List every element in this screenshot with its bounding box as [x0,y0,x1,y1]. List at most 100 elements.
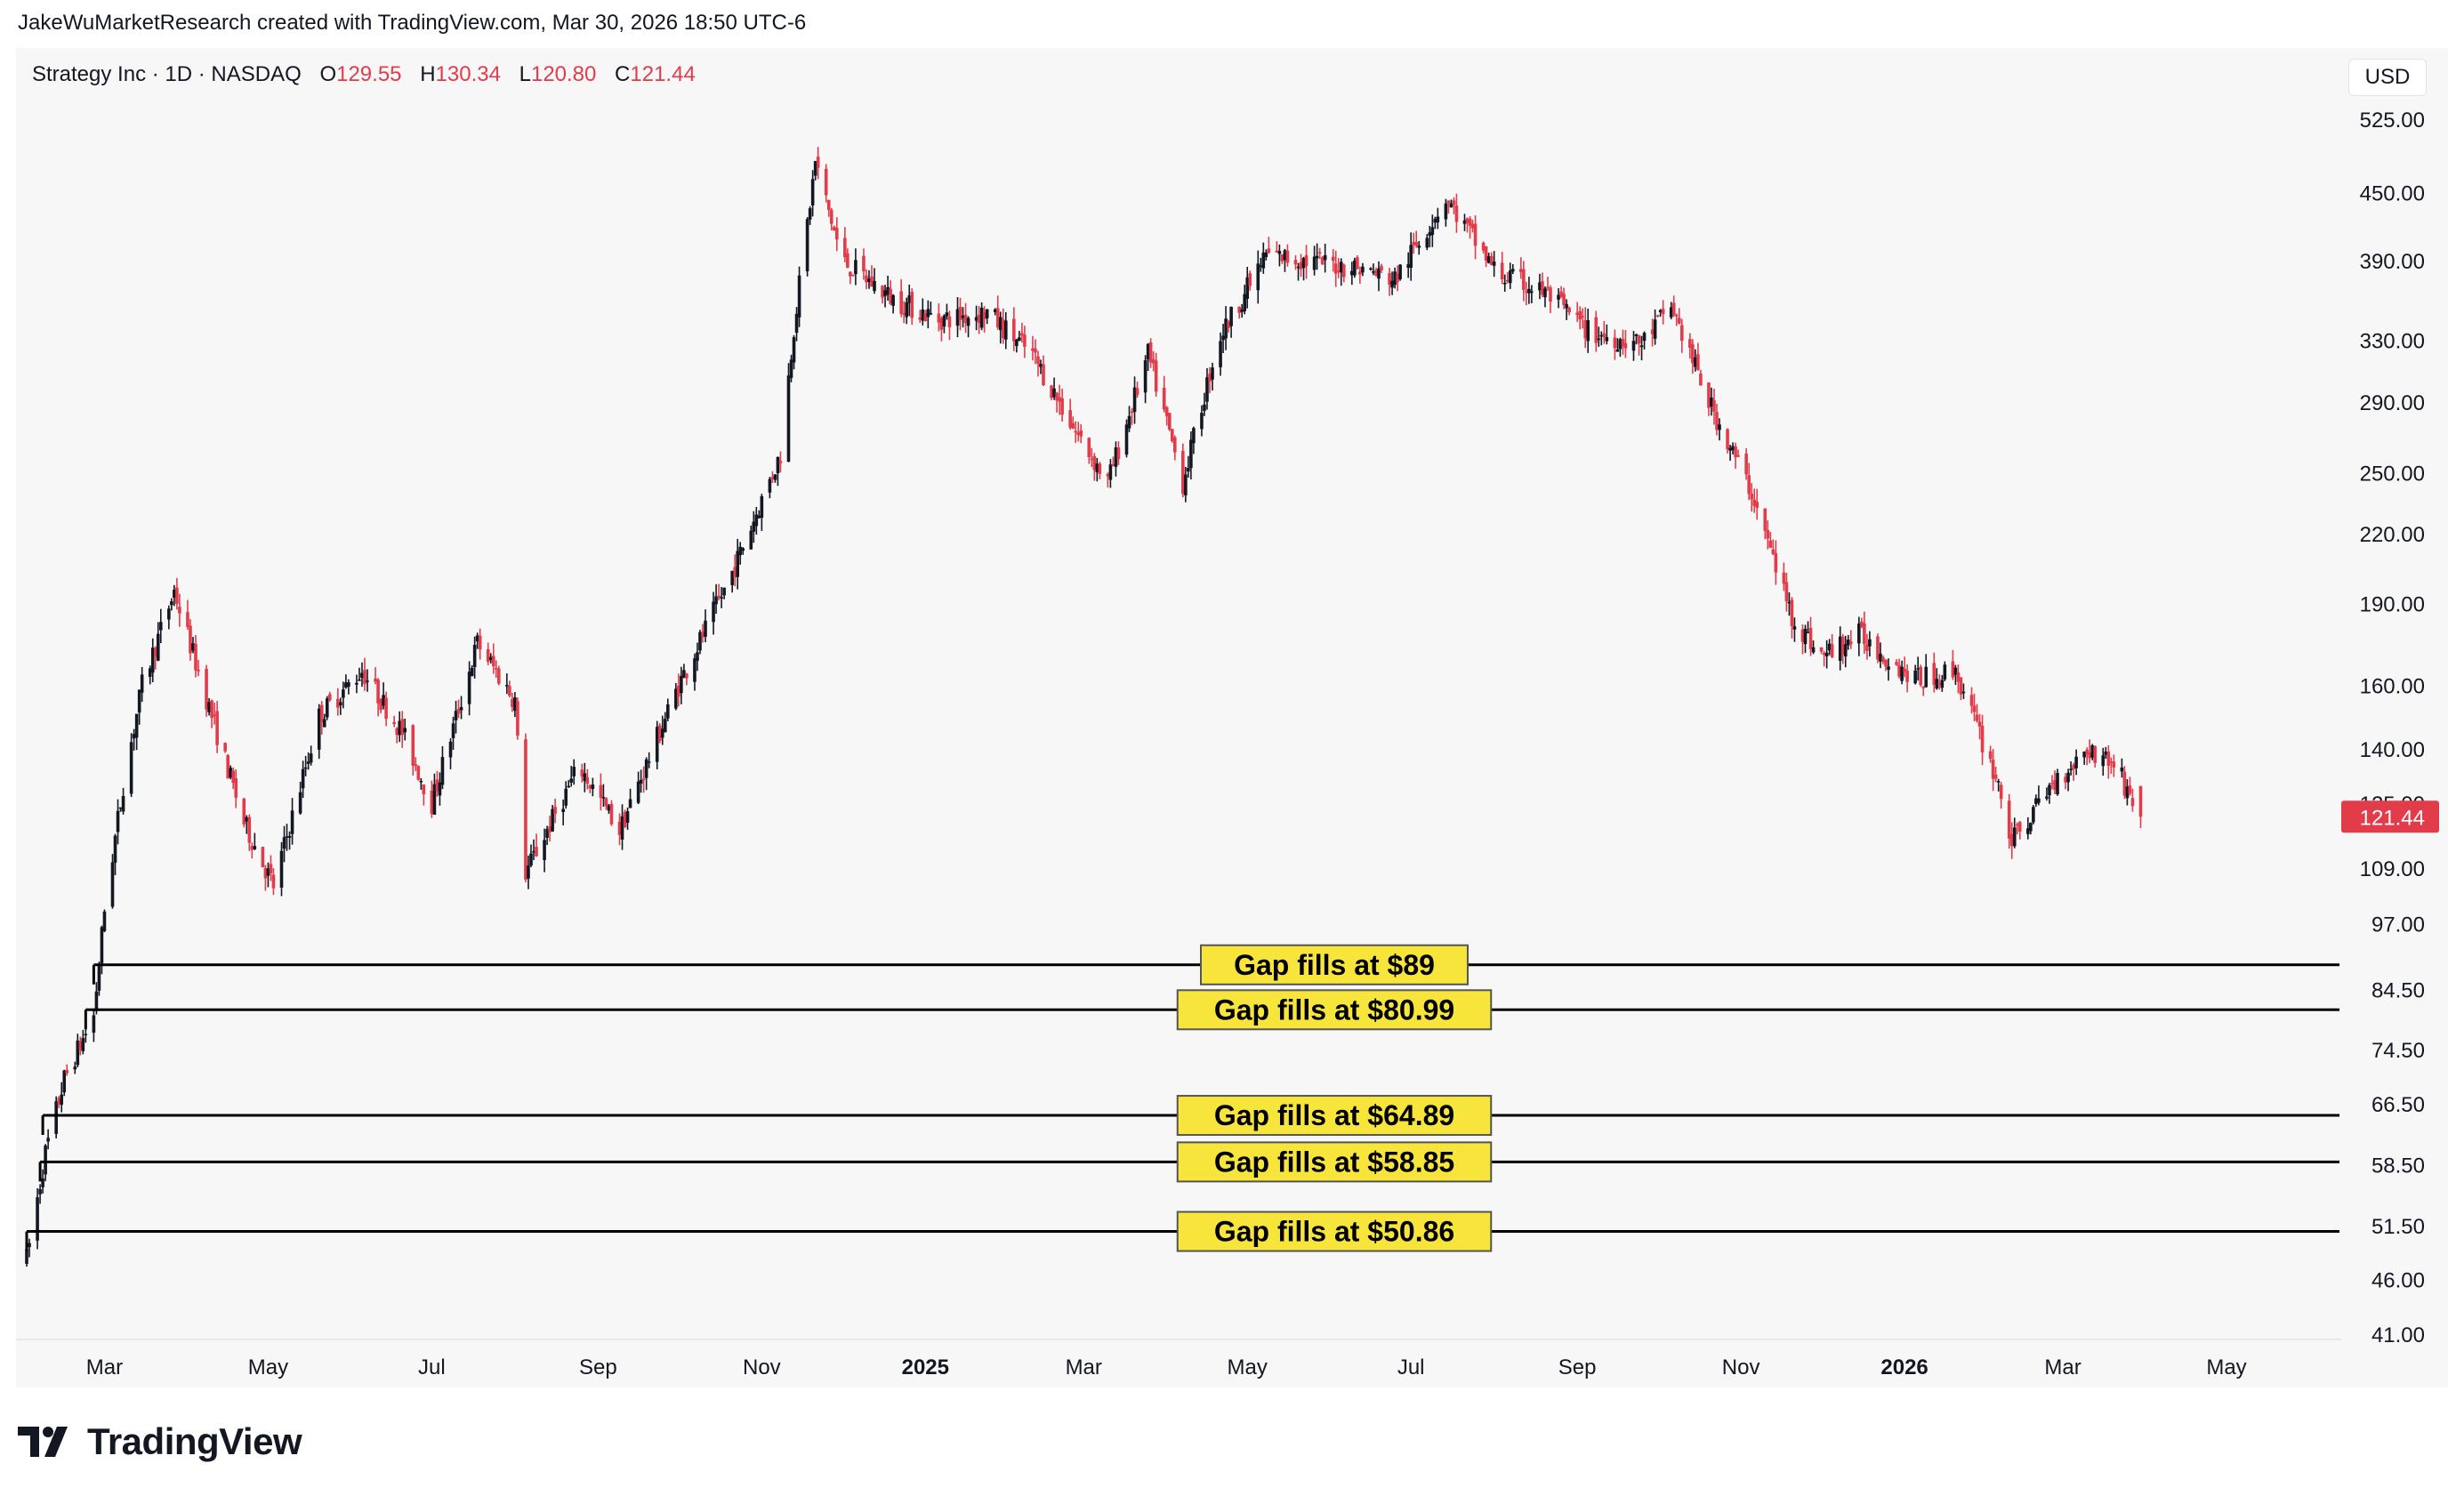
candle-body [620,816,624,840]
candle-body [1541,281,1544,295]
candle [301,760,305,799]
candle [1377,261,1381,292]
candle [1860,617,1864,629]
candle [1087,437,1091,464]
candle-body [1669,307,1673,318]
candle [604,797,608,810]
candle [2017,821,2022,840]
y-tick-label: 58.50 [2371,1154,2425,1178]
candle [1336,258,1341,278]
candle [60,1082,64,1113]
candle [2053,770,2057,794]
candle [870,265,874,287]
candle-body [824,168,828,196]
candle-body [1369,268,1373,270]
candle-body [1114,447,1118,467]
candle-body [2088,752,2091,759]
close-value: 121.44 [630,62,696,86]
candle-body [1887,666,1890,671]
candle-body [778,461,783,463]
candle-body [1913,670,1917,684]
candle-body [1465,218,1470,223]
candle [327,691,332,702]
candle [76,1034,80,1067]
candle-body [1696,354,1700,370]
candle [907,284,912,317]
x-tick-label: Nov [743,1355,781,1379]
candle [1905,664,1909,693]
candle [1192,426,1196,454]
candle [1712,389,1716,425]
candle-body [1076,432,1081,435]
candle-body [862,255,866,272]
candle-body [701,631,705,638]
candle [607,803,611,814]
candle [733,554,737,587]
candle-body [158,622,163,631]
candle-body [1301,258,1306,269]
candle [403,718,407,741]
candle-body [1988,751,1993,760]
candle-body [1135,388,1139,395]
candle-body [1876,636,1880,660]
candle [1623,330,1628,358]
currency-button[interactable]: USD [2348,59,2427,96]
candle-body [883,290,887,296]
candle [205,664,208,717]
candle-body [456,709,461,714]
candle-body [73,1066,77,1070]
candle-body [1602,333,1606,337]
candle [303,755,308,776]
candle [1052,377,1056,400]
candle [229,765,233,780]
candle [494,660,498,679]
candle-body [636,781,640,803]
tradingview-logo[interactable]: TradingView [18,1420,302,1464]
candle-body [958,307,962,320]
candle-body [1508,270,1512,284]
candle-body [1530,291,1534,294]
candle-body [591,784,595,790]
candle [496,665,501,686]
candle [234,768,238,808]
candle [601,784,606,808]
candle [1771,539,1776,556]
candle-body [261,847,265,868]
candle-body [886,286,890,295]
candle-body [303,767,308,769]
candle-body [451,723,455,738]
candle [1187,455,1190,479]
candle [1715,404,1719,436]
candle [1312,245,1317,276]
candle [873,268,876,294]
candle [1406,252,1410,278]
candle [754,507,759,535]
candle-body [1224,318,1228,339]
candle-body [2026,828,2030,834]
candle [1827,639,1832,656]
candle-body [947,316,952,327]
x-tick-label: 2026 [1880,1355,1928,1379]
candle [1071,416,1075,430]
candle-body [1621,339,1625,347]
candle [2122,766,2127,800]
candle-body [757,515,761,519]
candle-body [899,291,903,314]
candle [738,542,743,565]
candle-body [1042,364,1045,386]
candle-body [360,672,364,679]
candle-body [336,698,340,708]
candle-body [234,777,238,798]
candle [617,813,622,846]
candle-body [1187,468,1190,472]
candle-body [736,551,740,577]
candle-body [392,721,396,725]
last-price-layer: 121.44 [2341,800,2439,833]
candle [454,700,458,734]
candle [789,354,793,382]
candle [1353,257,1357,278]
candle-body [553,807,557,814]
candle-body [1060,398,1064,415]
candle-body [1884,659,1888,667]
